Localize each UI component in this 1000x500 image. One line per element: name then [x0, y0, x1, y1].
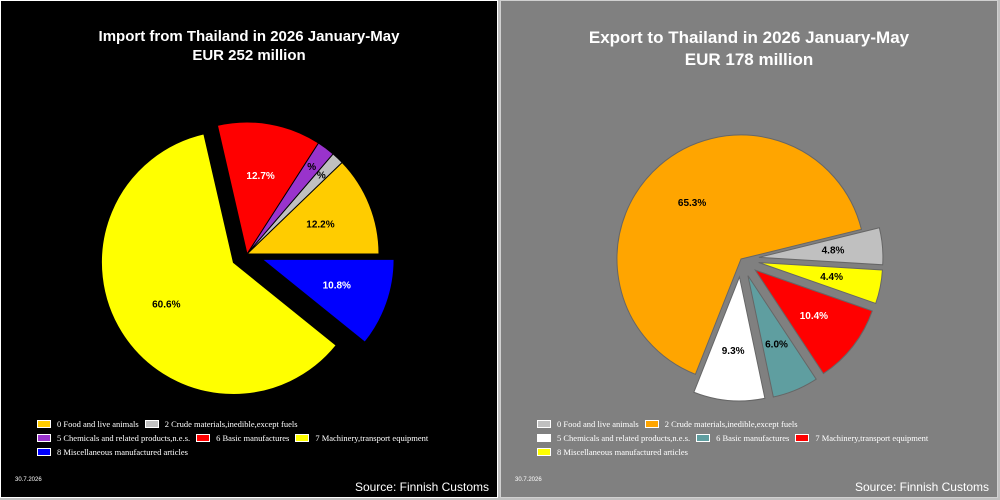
export-slice-5 [758, 262, 883, 305]
import-chart-title: Import from Thailand in 2026 January-May… [1, 27, 497, 65]
export-legend-item: 7 Machinery,transport equipment [795, 433, 928, 443]
import-title-line: Import from Thailand in 2026 January-May [98, 28, 400, 45]
export-legend-row: 0 Food and live animals 2 Crude materials… [537, 419, 934, 433]
export-legend-item: 5 Chemicals and related products,n.e.s. [537, 433, 690, 443]
import-legend-swatch [295, 434, 310, 442]
import-slice-5 [260, 258, 395, 343]
import-legend-label: 8 Miscellaneous manufactured articles [57, 447, 188, 457]
export-subtitle-line: EUR 178 million [684, 50, 814, 69]
export-slice-label-5: 4.4% [820, 272, 843, 283]
export-chart-title: Export to Thailand in 2026 January-May E… [501, 27, 997, 71]
export-source: Source: Finnish Customs [854, 480, 989, 494]
import-legend-label: 0 Food and live animals [57, 419, 139, 429]
export-legend-row: 5 Chemicals and related products,n.e.s. 6… [537, 433, 934, 447]
export-legend-label: 8 Miscellaneous manufactured articles [557, 447, 688, 457]
import-legend-row: 5 Chemicals and related products,n.e.s. 6… [37, 433, 434, 447]
export-legend-label: 5 Chemicals and related products,n.e.s. [557, 433, 691, 443]
export-legend-swatch [537, 420, 551, 428]
export-slice-label-3: 6.0% [765, 339, 788, 350]
export-slice-2 [693, 275, 766, 402]
import-legend-label: 2 Crude materials,inedible,except fuels [164, 419, 298, 429]
import-slice-label-5: 10.8% [323, 281, 351, 292]
import-legend-row: 0 Food and live animals 2 Crude materials… [37, 419, 434, 433]
import-source: Source: Finnish Customs [354, 480, 489, 494]
import-slice-label-3: 12.7% [246, 171, 274, 182]
import-legend-swatch [144, 420, 159, 428]
import-slice-label-2: % [307, 162, 316, 173]
export-slice-label-4: 10.4% [800, 311, 828, 322]
export-legend-label: 2 Crude materials,inedible,except fuels [664, 419, 798, 429]
export-slice-3 [747, 275, 817, 398]
import-date: 30.7.2026 [15, 477, 42, 483]
export-legend-row: 8 Miscellaneous manufactured articles [537, 447, 934, 461]
export-pie-chart: 4.8% 65.3% 9.3% 6.0% 10.4% 4.4% [616, 134, 884, 402]
import-legend-item: 0 Food and live animals [37, 419, 139, 429]
export-slice-label-0: 4.8% [822, 246, 845, 257]
export-legend-label: 6 Basic manufactures [716, 433, 790, 443]
export-date: 30.7.2026 [515, 477, 542, 483]
export-legend-item: 8 Miscellaneous manufactured articles [537, 447, 688, 457]
import-legend-item: 5 Chemicals and related products,n.e.s. [37, 433, 190, 443]
export-legend-item: 0 Food and live animals [537, 419, 639, 429]
import-slice-label-4: 60.6% [152, 300, 180, 311]
export-legend-swatch [537, 434, 551, 442]
export-legend-swatch [537, 448, 551, 456]
export-legend-swatch [644, 420, 659, 428]
export-chart-panel: Export to Thailand in 2026 January-May E… [500, 0, 998, 498]
export-legend-swatch [696, 434, 711, 442]
export-legend: 0 Food and live animals 2 Crude materials… [537, 419, 934, 461]
export-slice-0 [758, 227, 884, 266]
export-slice-label-1: 65.3% [678, 198, 706, 209]
import-legend: 0 Food and live animals 2 Crude materials… [37, 419, 434, 461]
import-slice-label-1: % [317, 170, 326, 181]
export-title-line: Export to Thailand in 2026 January-May [588, 28, 910, 47]
export-legend-item: 2 Crude materials,inedible,except fuels [644, 419, 798, 429]
import-legend-label: 6 Basic manufactures [216, 433, 290, 443]
export-legend-label: 0 Food and live animals [557, 419, 639, 429]
import-legend-swatch [37, 420, 51, 428]
import-legend-item: 2 Crude materials,inedible,except fuels [144, 419, 298, 429]
import-subtitle-line: EUR 252 million [192, 47, 306, 64]
import-legend-item: 7 Machinery,transport equipment [295, 433, 428, 443]
import-legend-swatch [196, 434, 211, 442]
import-pie-chart: 12.2%%% 12.7% 60.6% 10.8% [100, 121, 395, 395]
export-legend-label: 7 Machinery,transport equipment [815, 433, 929, 443]
import-slice-4 [100, 133, 337, 395]
import-slice-3 [216, 121, 320, 256]
import-slice-label-0: 12.2% [306, 219, 334, 230]
import-legend-label: 7 Machinery,transport equipment [315, 433, 429, 443]
import-legend-row: 8 Miscellaneous manufactured articles [37, 447, 434, 461]
export-legend-swatch [795, 434, 810, 442]
import-legend-swatch [37, 434, 51, 442]
export-slice-label-2: 9.3% [722, 346, 745, 357]
import-legend-item: 6 Basic manufactures [196, 433, 289, 443]
import-slice-0 [245, 161, 380, 255]
import-legend-item: 8 Miscellaneous manufactured articles [37, 447, 188, 457]
import-legend-swatch [37, 448, 51, 456]
import-legend-label: 5 Chemicals and related products,n.e.s. [57, 433, 191, 443]
import-chart-panel: Import from Thailand in 2026 January-May… [0, 0, 498, 498]
export-slice-4 [753, 269, 873, 375]
export-legend-item: 6 Basic manufactures [696, 433, 789, 443]
export-slice-1 [616, 134, 863, 375]
